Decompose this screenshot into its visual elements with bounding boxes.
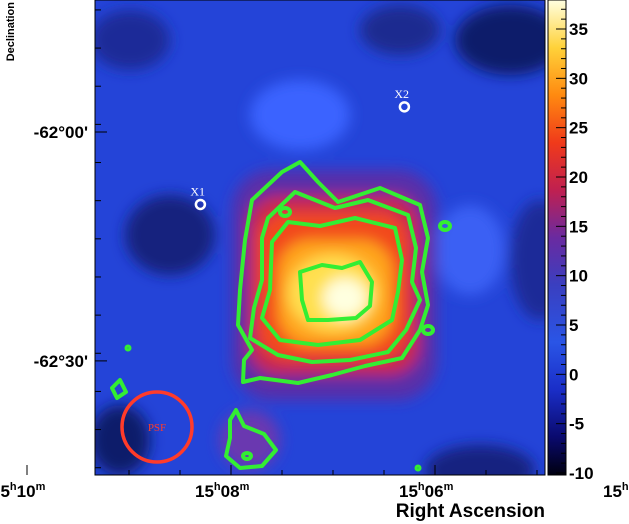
light-patch bbox=[220, 410, 280, 470]
source-marker-x2 bbox=[398, 101, 411, 113]
contour-level-1 bbox=[236, 160, 430, 385]
source-marker-x1 bbox=[194, 198, 207, 211]
colorbar-tick-label: 15 bbox=[569, 217, 588, 236]
psf-label: PSF bbox=[148, 422, 166, 434]
light-patch bbox=[435, 205, 505, 295]
dark-patch bbox=[125, 195, 215, 275]
dark-patch bbox=[425, 445, 535, 475]
colorbar-tick-label: 10 bbox=[569, 267, 588, 286]
source-label-x1: X1 bbox=[190, 184, 205, 198]
light-patch bbox=[250, 80, 350, 150]
contour-dot bbox=[414, 464, 422, 472]
y-tick-label: -62°30' bbox=[34, 352, 88, 371]
y-axis-ticks: -62°00' -62°30' bbox=[34, 9, 107, 469]
colorbar-tick-label: -5 bbox=[569, 415, 584, 434]
dark-patch bbox=[95, 405, 150, 475]
psf-circle bbox=[120, 390, 194, 464]
contour-island bbox=[224, 408, 278, 470]
contour-level-4 bbox=[298, 260, 374, 322]
x-tick-label: 15h06m bbox=[399, 481, 454, 501]
colorbar-tick-label: 0 bbox=[569, 365, 578, 384]
plot-frame bbox=[94, 0, 546, 476]
colorbar-tick-label: 35 bbox=[569, 20, 588, 39]
contour-island bbox=[438, 220, 452, 232]
contour-island bbox=[421, 324, 435, 336]
heatmap-area bbox=[95, 0, 545, 475]
dark-patch bbox=[95, 10, 170, 70]
y-axis-label: Declination bbox=[5, 2, 17, 62]
colorbar-ticks: -10 -5 0 5 10 15 20 25 30 35 bbox=[556, 8, 594, 483]
contour-island bbox=[110, 378, 128, 400]
source-peak bbox=[323, 278, 367, 318]
contours bbox=[110, 160, 452, 472]
source-label-x2: X2 bbox=[394, 87, 409, 101]
x-tick-label: 15h04m bbox=[603, 481, 629, 501]
x-tick-label: 15h10m bbox=[0, 481, 46, 501]
x-axis-ticks: 15h10m 15h08m 15h06m 15h04m bbox=[0, 465, 629, 501]
y-tick-label: -62°00' bbox=[34, 123, 88, 142]
dark-patch bbox=[510, 200, 545, 320]
dark-patch bbox=[455, 5, 545, 75]
colorbar-tick-label: -10 bbox=[569, 464, 594, 483]
contour-island bbox=[241, 451, 253, 461]
xray-sources: X1X2X3 bbox=[190, 87, 411, 211]
dark-patch bbox=[360, 5, 440, 55]
contour-dot bbox=[124, 344, 132, 352]
colorbar-tick-label: 20 bbox=[569, 168, 588, 187]
x-tick-label: 15h08m bbox=[195, 481, 250, 501]
colorbar bbox=[547, 0, 567, 476]
contour-island bbox=[278, 206, 292, 218]
colorbar-tick-label: 5 bbox=[569, 316, 578, 335]
contour-level-3 bbox=[260, 216, 404, 347]
colorbar-tick-label: 25 bbox=[569, 119, 588, 138]
x-axis-label: Right Ascension bbox=[396, 501, 545, 522]
contour-level-2 bbox=[248, 190, 422, 364]
colorbar-tick-label: 30 bbox=[569, 69, 588, 88]
